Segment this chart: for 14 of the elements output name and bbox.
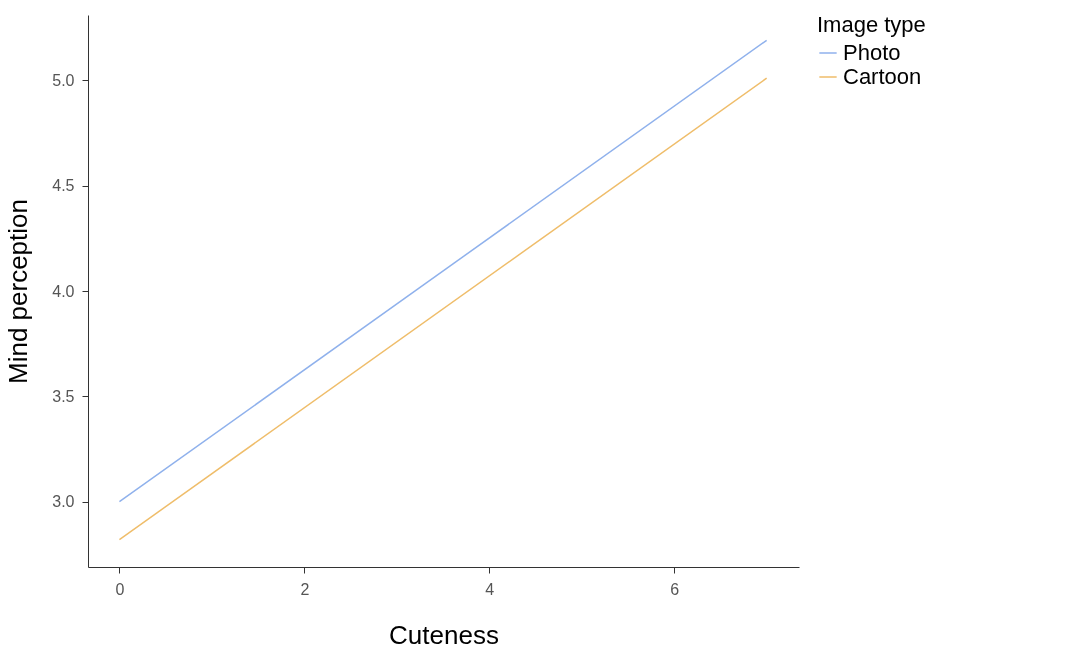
x-tick-label: 0	[115, 580, 125, 598]
y-tick-label: 3.5	[52, 387, 75, 405]
x-tick-label: 4	[485, 580, 495, 598]
x-tick-label: 2	[300, 580, 310, 598]
y-tick-label: 3.0	[52, 493, 75, 511]
y-tick-label: 5.0	[52, 71, 75, 89]
x-tick-label: 6	[670, 580, 680, 598]
legend-label: Cartoon	[843, 64, 922, 89]
legend-title: Image type	[817, 12, 926, 37]
legend-label: Photo	[843, 40, 901, 65]
y-tick-label: 4.5	[52, 177, 75, 195]
y-tick-label: 4.0	[52, 282, 75, 300]
x-axis-title: Cuteness	[389, 619, 499, 650]
y-axis-title: Mind perception	[3, 199, 34, 384]
